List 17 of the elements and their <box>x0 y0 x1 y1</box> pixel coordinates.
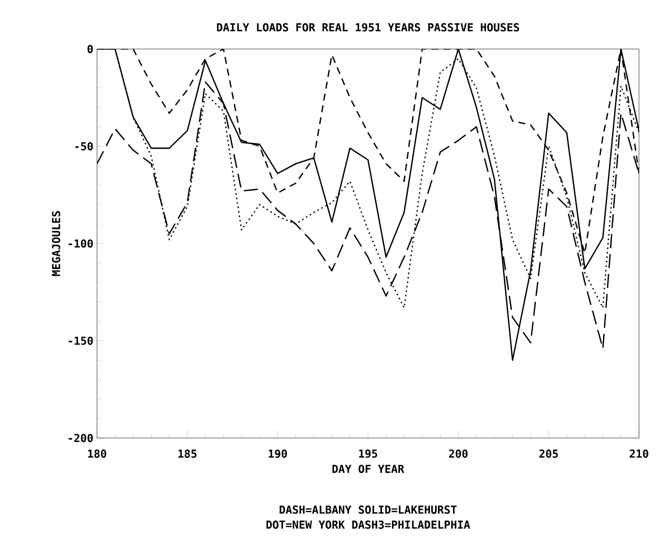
x-tick-label: 210 <box>630 450 648 458</box>
y-tick-label: 0 <box>88 44 93 54</box>
x-tick-label: 180 <box>88 450 106 458</box>
y-tick-label: -100 <box>68 239 93 248</box>
chart-title: DAILY LOADS FOR REAL 1951 YEARS PASSIVE HOUSES <box>216 23 520 32</box>
x-axis-title: DAY OF YEAR <box>332 464 404 473</box>
y-tick-label: -50 <box>75 142 93 150</box>
x-tick-label: 200 <box>449 450 468 458</box>
y-axis-title: MEGAJOULES <box>52 211 60 276</box>
x-tick-label: 185 <box>178 450 196 458</box>
text: DOT=NEW YORK DASH3=PHILADELPHIA <box>266 520 470 529</box>
y-tick-label: -150 <box>68 336 93 345</box>
x-tick-label: 205 <box>539 450 558 458</box>
x-tick-label: 190 <box>268 450 287 458</box>
y-tick-label: -200 <box>68 434 93 442</box>
x-tick-label: 195 <box>359 450 378 458</box>
text: DASH=ALBANY SOLID=LAKEHURST <box>280 506 457 514</box>
